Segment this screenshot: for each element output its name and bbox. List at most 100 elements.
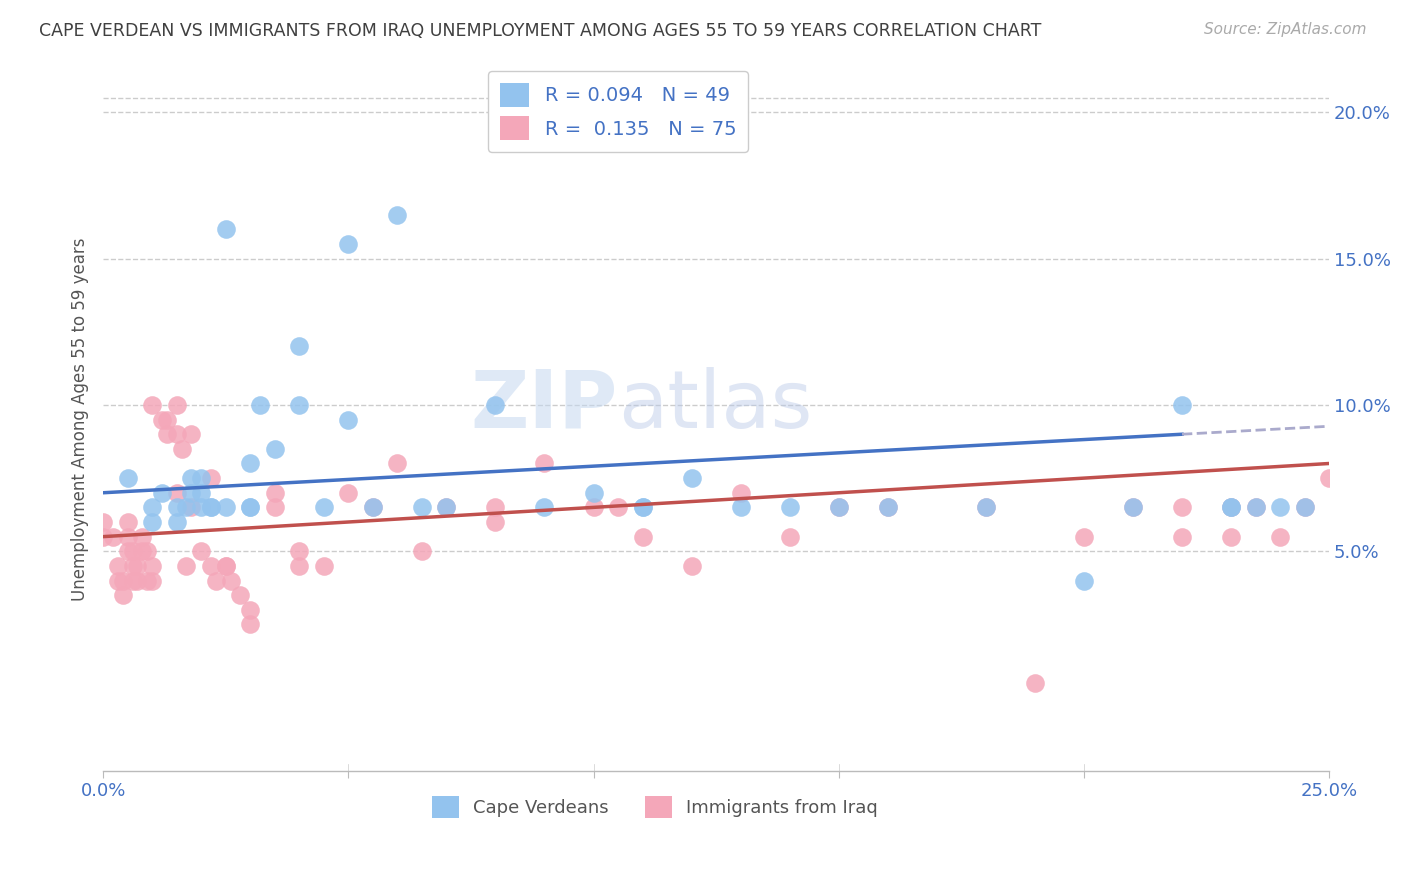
Point <box>631 500 654 515</box>
Point <box>141 574 163 588</box>
Point <box>681 471 703 485</box>
Text: Source: ZipAtlas.com: Source: ZipAtlas.com <box>1204 22 1367 37</box>
Point <box>1268 500 1291 515</box>
Point <box>117 530 139 544</box>
Point <box>436 500 458 515</box>
Point <box>127 558 149 573</box>
Point <box>117 544 139 558</box>
Point <box>828 500 851 515</box>
Point <box>121 574 143 588</box>
Point <box>730 485 752 500</box>
Point <box>436 500 458 515</box>
Point <box>484 398 506 412</box>
Point <box>180 485 202 500</box>
Point <box>1171 500 1194 515</box>
Point <box>121 544 143 558</box>
Point <box>1294 500 1316 515</box>
Point <box>127 574 149 588</box>
Point <box>288 339 311 353</box>
Point <box>141 558 163 573</box>
Point <box>136 574 159 588</box>
Point <box>387 208 409 222</box>
Text: ZIP: ZIP <box>471 367 619 444</box>
Point <box>1268 530 1291 544</box>
Point <box>876 500 898 515</box>
Point <box>141 500 163 515</box>
Point <box>1220 500 1243 515</box>
Text: CAPE VERDEAN VS IMMIGRANTS FROM IRAQ UNEMPLOYMENT AMONG AGES 55 TO 59 YEARS CORR: CAPE VERDEAN VS IMMIGRANTS FROM IRAQ UNE… <box>39 22 1042 40</box>
Point <box>582 500 605 515</box>
Point <box>111 574 134 588</box>
Point <box>828 500 851 515</box>
Point <box>156 427 179 442</box>
Point <box>361 500 384 515</box>
Point <box>200 500 222 515</box>
Point <box>205 574 228 588</box>
Point <box>1244 500 1267 515</box>
Point <box>1024 676 1046 690</box>
Point <box>239 603 262 617</box>
Point <box>1244 500 1267 515</box>
Point <box>215 500 238 515</box>
Point <box>239 617 262 632</box>
Point <box>141 515 163 529</box>
Point <box>1073 574 1095 588</box>
Point <box>131 544 153 558</box>
Point <box>215 222 238 236</box>
Point <box>681 558 703 573</box>
Point <box>1220 500 1243 515</box>
Point <box>117 471 139 485</box>
Point <box>974 500 997 515</box>
Point <box>166 427 188 442</box>
Point <box>150 485 173 500</box>
Point <box>312 500 335 515</box>
Point <box>239 500 262 515</box>
Point <box>215 558 238 573</box>
Point <box>533 457 555 471</box>
Point <box>239 457 262 471</box>
Point <box>121 558 143 573</box>
Point <box>779 500 801 515</box>
Point <box>200 558 222 573</box>
Point <box>1122 500 1144 515</box>
Point <box>190 544 212 558</box>
Point <box>631 530 654 544</box>
Point <box>361 500 384 515</box>
Point <box>176 558 198 573</box>
Point <box>337 237 360 252</box>
Point <box>166 485 188 500</box>
Point <box>190 500 212 515</box>
Point <box>91 530 114 544</box>
Point <box>215 558 238 573</box>
Point <box>337 485 360 500</box>
Point <box>107 558 129 573</box>
Point <box>1171 398 1194 412</box>
Point <box>166 398 188 412</box>
Point <box>249 398 271 412</box>
Point <box>107 574 129 588</box>
Point <box>263 442 285 456</box>
Point <box>1073 530 1095 544</box>
Point <box>91 515 114 529</box>
Point <box>150 412 173 426</box>
Point <box>337 412 360 426</box>
Point <box>411 544 433 558</box>
Point <box>288 544 311 558</box>
Point <box>631 500 654 515</box>
Point <box>533 500 555 515</box>
Point <box>200 471 222 485</box>
Point <box>484 515 506 529</box>
Legend: Cape Verdeans, Immigrants from Iraq: Cape Verdeans, Immigrants from Iraq <box>425 789 886 825</box>
Point <box>387 457 409 471</box>
Point <box>263 485 285 500</box>
Point <box>190 471 212 485</box>
Point <box>288 398 311 412</box>
Point <box>1220 530 1243 544</box>
Point <box>411 500 433 515</box>
Point <box>166 515 188 529</box>
Point <box>312 558 335 573</box>
Point <box>166 500 188 515</box>
Point <box>111 588 134 602</box>
Point <box>219 574 242 588</box>
Point <box>1122 500 1144 515</box>
